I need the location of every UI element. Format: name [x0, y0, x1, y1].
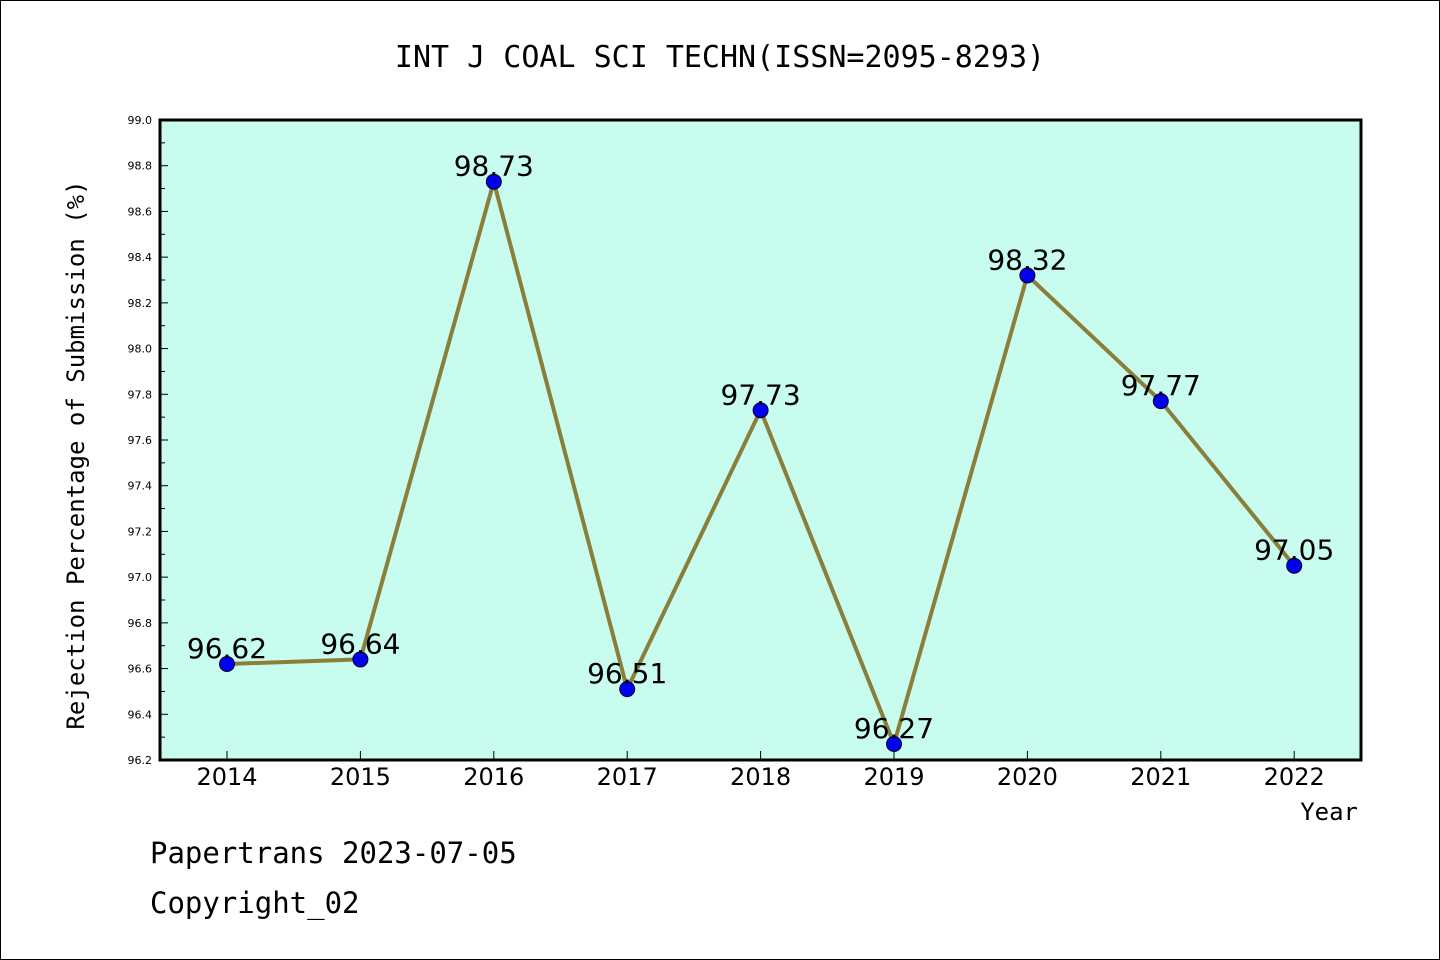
data-point — [1152, 393, 1169, 410]
y-tick-label: 96.6 — [128, 663, 153, 676]
x-tick-label: 2021 — [1130, 763, 1191, 791]
y-tick-label: 97.8 — [128, 388, 153, 401]
x-tick-label: 2016 — [463, 763, 524, 791]
plot-area — [158, 118, 1363, 762]
series-markers — [219, 173, 1303, 752]
y-tick-label: 99.0 — [128, 114, 153, 127]
y-tick-label: 96.8 — [128, 617, 153, 630]
data-point — [485, 173, 502, 190]
data-labels: 96.62 96.64 98.73 96.51 97.73 96.27 98.32 97.77… — [187, 150, 1334, 745]
data-point — [1019, 267, 1036, 284]
data-label: 97.73 — [721, 378, 801, 411]
y-tick-label: 97.4 — [128, 480, 153, 493]
y-tick-label: 96.2 — [128, 754, 153, 767]
data-point — [619, 681, 636, 698]
y-tick-label: 96.4 — [128, 708, 153, 721]
x-tick-label: 2018 — [730, 763, 791, 791]
y-tick-label: 97.2 — [128, 525, 153, 538]
data-point — [219, 656, 235, 672]
data-label: 98.32 — [987, 243, 1067, 276]
data-point — [1286, 557, 1303, 574]
x-axis: 2014 2015 2016 2017 2018 2019 2020 2021 2022 — [196, 751, 1325, 791]
x-tick-label: 2017 — [597, 763, 658, 791]
data-label: 97.05 — [1254, 534, 1334, 567]
y-tick-label: 98.6 — [128, 205, 153, 218]
data-label: 96.64 — [320, 627, 400, 660]
y-tick-label: 98.2 — [128, 297, 153, 310]
y-tick-label: 98.8 — [128, 160, 153, 173]
x-tick-label: 2020 — [997, 763, 1058, 791]
y-tick-label: 97.6 — [128, 434, 153, 447]
y-tick-label: 98.4 — [128, 251, 153, 264]
y-tick-label: 98.0 — [128, 343, 153, 356]
data-point — [352, 651, 369, 668]
x-axis-title: Year — [1300, 798, 1358, 826]
data-label: 96.51 — [587, 657, 667, 690]
data-point — [752, 402, 769, 419]
footer-copyright: Copyright_02 — [150, 886, 360, 920]
y-axis: 96.2 96.4 96.6 96.8 97.0 97.2 97.4 97.6 97.8 98.0… — [128, 114, 168, 767]
data-label: 96.62 — [187, 632, 267, 665]
data-label: 97.77 — [1121, 369, 1201, 402]
data-label: 98.73 — [454, 150, 534, 183]
footer-date: Papertrans 2023-07-05 — [150, 836, 517, 870]
data-point — [886, 736, 902, 752]
y-tick-label: 97.0 — [128, 571, 153, 584]
x-tick-label: 2014 — [196, 763, 257, 791]
data-label: 96.27 — [854, 712, 934, 745]
x-tick-label: 2022 — [1264, 763, 1325, 791]
x-tick-label: 2019 — [863, 763, 924, 791]
y-axis-title: Rejection Percentage of Submission (%) — [62, 180, 90, 729]
chart-title: INT J COAL SCI TECHN(ISSN=2095-8293) — [395, 40, 1045, 75]
x-tick-label: 2015 — [330, 763, 391, 791]
